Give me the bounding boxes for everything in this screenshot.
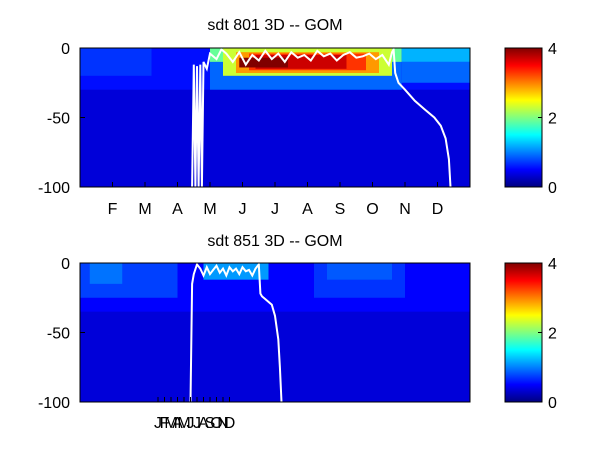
x-tick-label: A xyxy=(172,201,183,218)
x-tick-label: S xyxy=(205,415,216,432)
x-tick-label: J xyxy=(239,201,247,218)
y-tick-label: -50 xyxy=(47,111,70,128)
x-tick-label: M xyxy=(177,415,190,432)
x-tick-label: J xyxy=(154,415,162,432)
x-tick-label: F xyxy=(108,201,118,218)
chart-top-panel: sdt 801 3D -- GOM 0 -50 -100 F M A M J J A S O N D 4 2 0 xyxy=(38,17,557,218)
heatmap-cell xyxy=(239,57,288,68)
y-tick-label: -100 xyxy=(38,180,70,197)
depth-line xyxy=(189,263,283,402)
x-tick-label: A xyxy=(172,415,183,432)
colorbar xyxy=(504,47,543,188)
x-tick-label: M xyxy=(138,201,151,218)
chart-title: sdt 851 3D -- GOM xyxy=(207,233,342,250)
heatmap-cell xyxy=(401,61,470,83)
chart-title: sdt 801 3D -- GOM xyxy=(207,17,342,34)
colorbar-tick-label: 2 xyxy=(548,111,557,128)
colorbar-tick-label: 2 xyxy=(548,326,557,343)
x-tick-label: M xyxy=(164,415,177,432)
x-tick-label: S xyxy=(335,201,346,218)
heatmap-cell xyxy=(327,263,392,280)
heatmap-cell xyxy=(401,48,470,62)
x-tick-label: M xyxy=(203,201,216,218)
x-tick-label: J xyxy=(193,415,201,432)
heatmap-field xyxy=(80,48,470,187)
x-tick-label: D xyxy=(224,415,236,432)
x-tick-label: J xyxy=(271,201,279,218)
colorbar xyxy=(504,262,543,403)
heatmap-cell xyxy=(80,48,152,76)
x-tick-label: O xyxy=(210,415,222,432)
y-tick-label: 0 xyxy=(61,41,70,58)
x-tick-label: A xyxy=(198,415,209,432)
colorbar-tick-label: 0 xyxy=(548,180,557,197)
colorbar-tick-label: 0 xyxy=(548,395,557,412)
depth-line xyxy=(191,48,452,187)
x-tick-label: F xyxy=(160,415,170,432)
x-tick-label: N xyxy=(399,201,411,218)
heatmap-cell xyxy=(89,263,123,284)
x-tick-label: D xyxy=(432,201,444,218)
y-tick-label: 0 xyxy=(61,256,70,273)
y-tick-label: -50 xyxy=(47,326,70,343)
y-tick-label: -100 xyxy=(38,395,70,412)
heatmap-field xyxy=(80,263,470,402)
colorbar-tick-label: 4 xyxy=(548,41,557,58)
x-tick-label: A xyxy=(302,201,313,218)
x-tick-label: N xyxy=(217,415,229,432)
x-tick-label: J xyxy=(187,415,195,432)
colorbar-tick-label: 4 xyxy=(548,256,557,273)
x-tick-label: O xyxy=(366,201,378,218)
